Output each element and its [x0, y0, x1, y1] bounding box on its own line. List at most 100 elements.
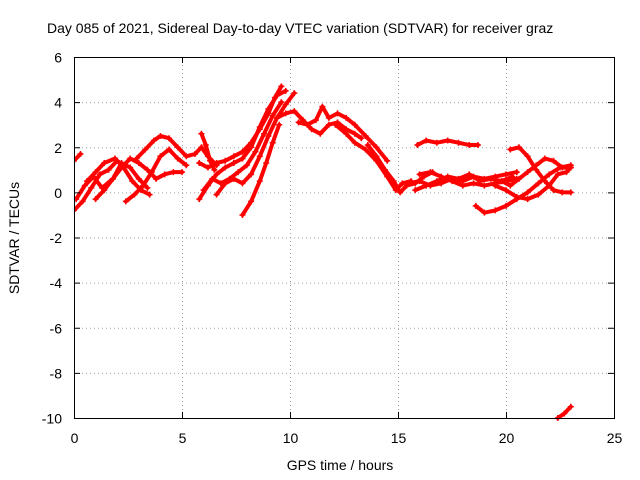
- data-point: [263, 160, 270, 167]
- data-point: [414, 141, 421, 148]
- y-tick-label: 2: [54, 140, 62, 156]
- series-track-1: [74, 152, 83, 163]
- data-point: [252, 148, 259, 155]
- data-point: [239, 180, 246, 187]
- data-point: [351, 121, 358, 128]
- data-point: [174, 144, 181, 151]
- data-point: [230, 160, 237, 167]
- data-point: [334, 110, 341, 117]
- data-point: [105, 166, 112, 173]
- data-point: [351, 130, 358, 137]
- data-point: [559, 189, 566, 196]
- data-point: [198, 144, 205, 151]
- data-point: [567, 189, 574, 196]
- data-point: [196, 160, 203, 167]
- data-point: [466, 141, 473, 148]
- y-tick-label: -10: [42, 411, 62, 427]
- data-point: [412, 187, 419, 194]
- data-point: [256, 153, 263, 160]
- data-point: [230, 175, 237, 182]
- data-point: [256, 123, 263, 130]
- data-point: [79, 198, 86, 205]
- data-point: [541, 155, 548, 162]
- data-point: [554, 171, 561, 178]
- y-tick-label: 0: [54, 185, 62, 201]
- x-axis-label: GPS time / hours: [287, 457, 394, 473]
- data-point: [466, 171, 473, 178]
- data-point: [269, 112, 276, 119]
- data-point: [207, 157, 214, 164]
- data-point: [455, 175, 462, 182]
- series-track-19: [413, 172, 515, 193]
- x-axis-ticks: 0 5 10 15 20 25: [71, 57, 623, 446]
- data-point: [213, 171, 220, 178]
- data-point: [308, 126, 315, 133]
- data-point: [444, 137, 451, 144]
- y-tick-label: -6: [50, 320, 63, 336]
- x-tick-label: 5: [179, 430, 187, 446]
- data-point: [513, 193, 520, 200]
- data-point: [481, 209, 488, 216]
- data-point: [397, 189, 404, 196]
- data-point: [133, 155, 140, 162]
- data-point: [455, 139, 462, 146]
- data-point: [282, 110, 289, 117]
- data-point: [127, 164, 134, 171]
- data-point: [550, 187, 557, 194]
- data-point: [96, 171, 103, 178]
- data-point: [535, 180, 542, 187]
- data-point: [204, 164, 211, 171]
- data-point: [77, 151, 84, 158]
- data-point: [362, 146, 369, 153]
- data-point: [492, 182, 499, 189]
- data-point: [364, 141, 371, 148]
- data-point: [81, 182, 88, 189]
- data-point: [239, 148, 246, 155]
- data-point: [274, 92, 281, 99]
- data-point: [274, 114, 281, 121]
- data-point: [550, 157, 557, 164]
- y-axis-label: SDTVAR / TECUs: [6, 182, 22, 294]
- data-point: [507, 182, 514, 189]
- data-point: [507, 146, 514, 153]
- data-point: [222, 157, 229, 164]
- data-point: [146, 191, 153, 198]
- data-point: [166, 135, 173, 142]
- data-point: [92, 169, 99, 176]
- data-point: [498, 178, 505, 185]
- series-track-11: [201, 100, 284, 193]
- data-point: [88, 184, 95, 191]
- data-point: [332, 121, 339, 128]
- data-point: [127, 155, 134, 162]
- data-point: [144, 184, 151, 191]
- data-point: [222, 180, 229, 187]
- data-point: [148, 169, 155, 176]
- data-point: [524, 189, 531, 196]
- data-point: [503, 202, 509, 209]
- data-point: [135, 160, 142, 167]
- data-point: [157, 132, 164, 139]
- data-point: [343, 130, 350, 137]
- data-point: [390, 178, 397, 185]
- data-point: [513, 169, 520, 176]
- data-point: [533, 166, 540, 173]
- x-tick-label: 10: [283, 430, 299, 446]
- x-tick-label: 25: [607, 430, 623, 446]
- data-point: [561, 410, 568, 417]
- y-axis-ticks: -10 -8 -6 -4 -2 0 2 4 6: [42, 50, 614, 427]
- data-point: [144, 166, 151, 173]
- series-track-22: [473, 163, 573, 215]
- data-point: [416, 171, 423, 178]
- series-track-2: [74, 158, 120, 213]
- data-point: [472, 202, 479, 209]
- data-point: [222, 164, 229, 171]
- data-point: [122, 198, 129, 205]
- data-point: [198, 130, 205, 137]
- data-point: [248, 171, 255, 178]
- data-point: [276, 121, 283, 128]
- series-track-12: [214, 91, 297, 197]
- x-tick-label: 20: [499, 430, 515, 446]
- data-point: [362, 132, 369, 139]
- data-point: [157, 153, 164, 160]
- data-point: [269, 139, 276, 146]
